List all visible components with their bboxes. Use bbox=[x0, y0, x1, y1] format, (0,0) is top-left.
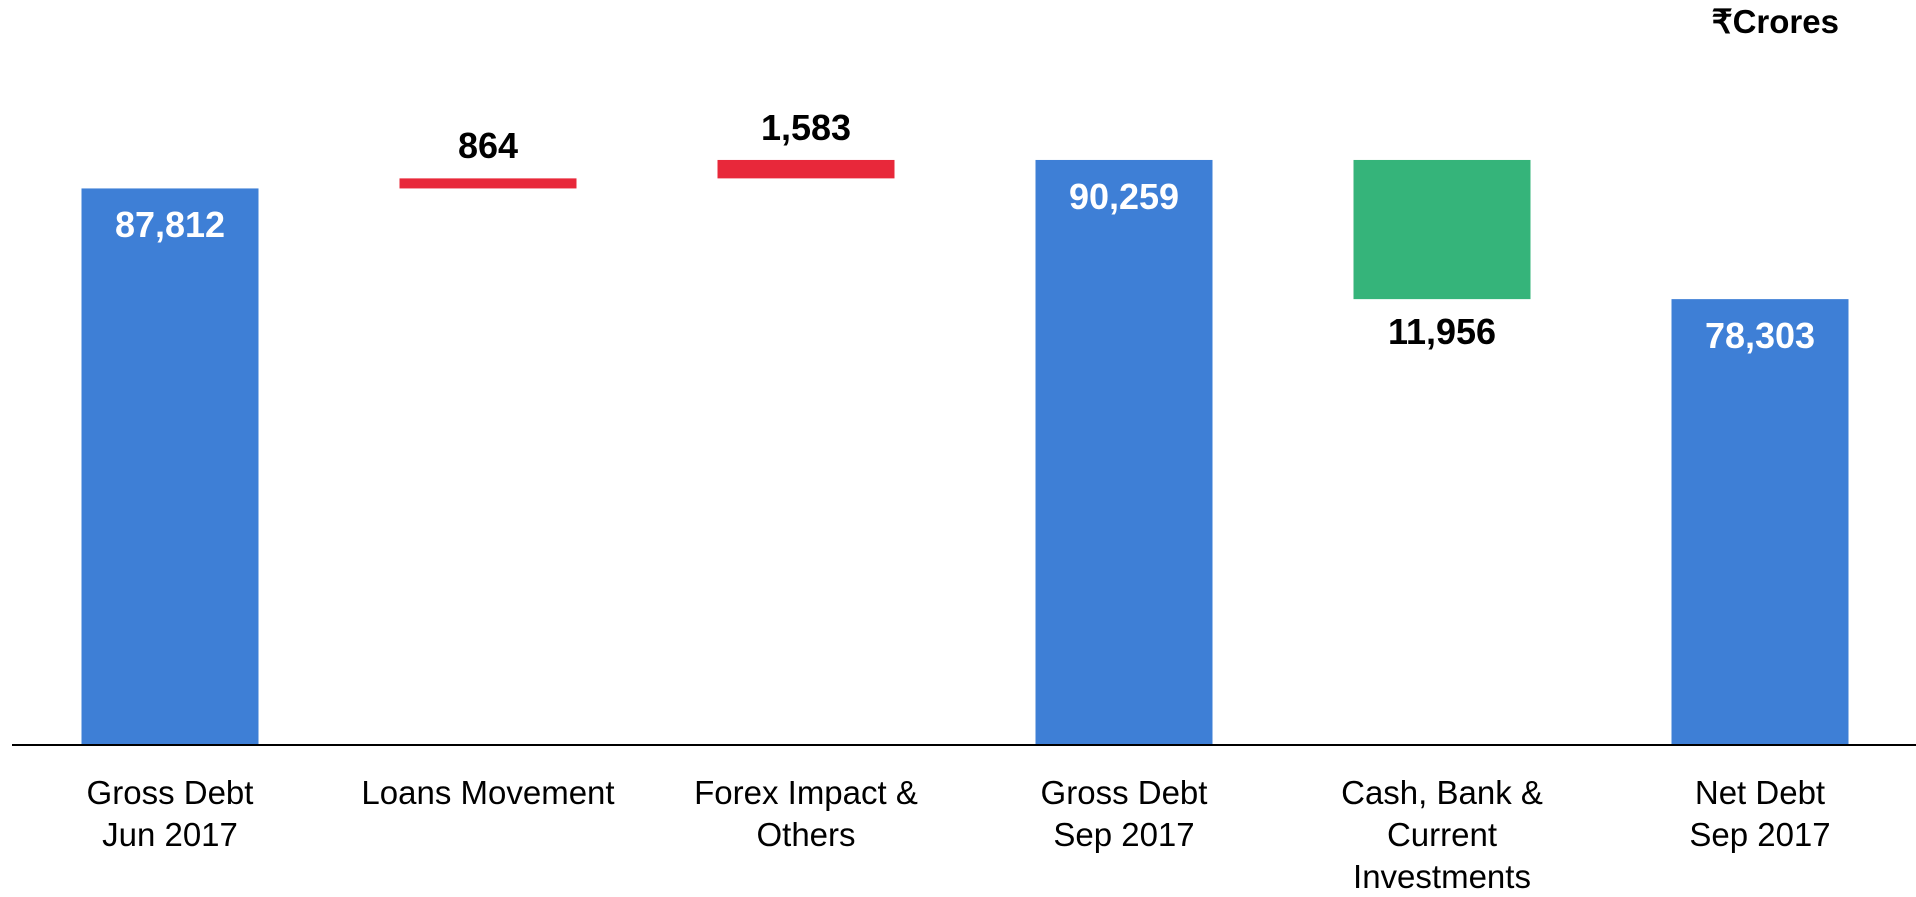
bar bbox=[1671, 299, 1849, 745]
value-label: 78,303 bbox=[1704, 315, 1816, 357]
x-tick-label: Loans Movement bbox=[361, 774, 615, 811]
value-label: 11,956 bbox=[1387, 311, 1497, 353]
bar bbox=[1035, 159, 1213, 745]
value-label: 90,259 bbox=[1068, 175, 1180, 217]
x-tick-label: Gross Debt Sep 2017 bbox=[1040, 774, 1208, 853]
bar bbox=[1353, 159, 1531, 300]
x-tick-label: Net Debt Sep 2017 bbox=[1689, 774, 1831, 853]
value-label: 864 bbox=[457, 125, 519, 167]
unit-label: ₹Crores bbox=[1711, 3, 1839, 40]
bar bbox=[717, 159, 895, 179]
bar bbox=[81, 188, 259, 746]
value-label: 1,583 bbox=[760, 106, 852, 148]
bar bbox=[399, 178, 577, 189]
x-tick-label: Cash, Bank & Current Investments bbox=[1341, 774, 1543, 895]
x-tick-label: Gross Debt Jun 2017 bbox=[86, 774, 254, 853]
value-label: 87,812 bbox=[114, 204, 226, 246]
x-tick-label: Forex Impact & Others bbox=[694, 774, 918, 853]
